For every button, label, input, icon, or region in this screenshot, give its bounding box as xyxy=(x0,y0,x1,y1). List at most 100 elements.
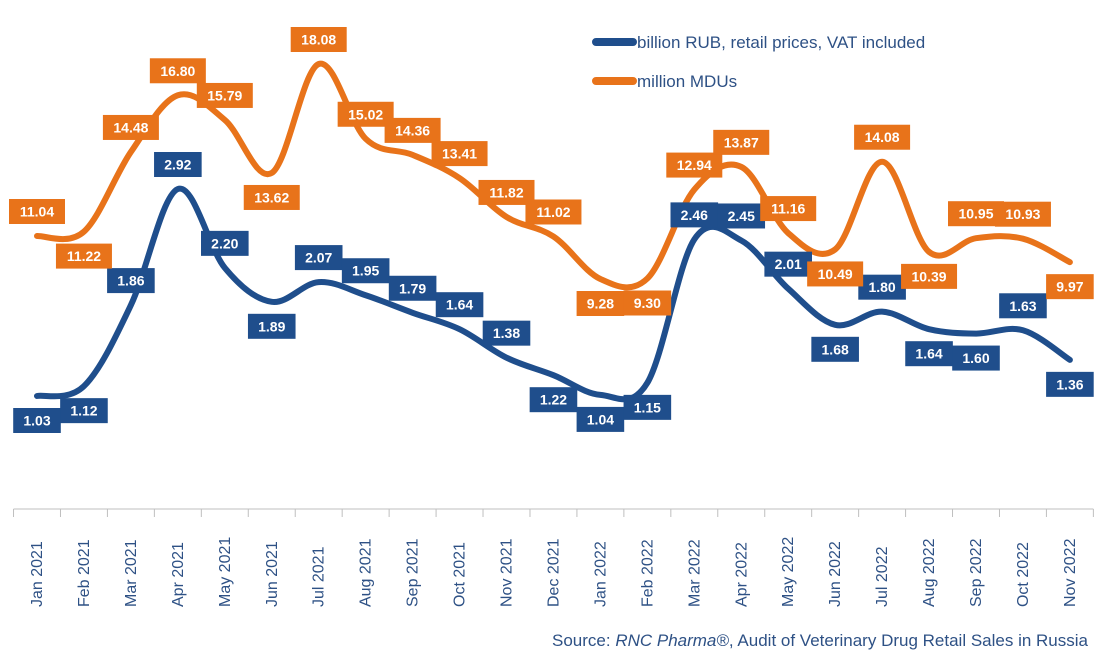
data-label: 11.22 xyxy=(55,243,112,269)
data-label-box xyxy=(811,336,859,362)
data-label-text: 11.82 xyxy=(489,184,523,200)
data-label: 15.02 xyxy=(337,101,394,127)
x-tick-label: Aug 2022 xyxy=(921,538,938,607)
data-label-text: 2.20 xyxy=(211,235,238,251)
data-label-box xyxy=(341,258,390,284)
legend-label: million MDUs xyxy=(637,72,737,91)
data-label: 1.38 xyxy=(482,320,531,346)
data-label: 15.79 xyxy=(196,82,253,108)
data-label: 16.80 xyxy=(149,58,206,84)
legend: billion RUB, retail prices, VAT included… xyxy=(592,33,925,91)
data-label-text: 2.01 xyxy=(775,256,802,272)
data-label-box xyxy=(525,199,582,225)
data-label-box xyxy=(999,293,1047,319)
data-label-box xyxy=(435,292,484,318)
x-tick-label: Aug 2021 xyxy=(358,538,375,607)
data-label: 1.63 xyxy=(999,293,1047,319)
x-axis: Jan 2021 Feb 2021 Mar 2021 Apr 2021 May 2021… xyxy=(13,508,1094,607)
data-label-text: 15.02 xyxy=(348,106,383,122)
data-label: 1.15 xyxy=(623,394,672,420)
data-label: 2.20 xyxy=(201,230,249,256)
data-label-text: 10.95 xyxy=(958,206,993,222)
data-label: 9.28 xyxy=(576,291,625,316)
data-label-text: 13.62 xyxy=(254,189,289,205)
x-tick-label: Sep 2022 xyxy=(968,538,985,607)
data-label: 13.62 xyxy=(243,184,300,210)
data-label-box xyxy=(854,124,911,150)
data-label-box xyxy=(948,201,1004,227)
data-label-text: 2.07 xyxy=(305,250,332,266)
data-label-text: 1.36 xyxy=(1056,376,1083,392)
x-tick-label: Apr 2021 xyxy=(170,542,187,607)
data-label-box xyxy=(764,251,812,277)
data-label-text: 16.80 xyxy=(160,63,195,79)
data-label-text: 11.02 xyxy=(536,204,570,220)
data-label-text: 1.64 xyxy=(915,346,942,362)
data-label: 1.64 xyxy=(435,292,484,318)
data-label-box xyxy=(713,129,770,155)
data-label-text: 10.49 xyxy=(818,266,853,282)
data-label-box xyxy=(9,199,65,224)
data-label-box xyxy=(760,196,817,222)
data-label-box xyxy=(576,406,625,432)
x-tick-label: May 2022 xyxy=(780,537,797,607)
data-label: 1.60 xyxy=(952,345,1000,371)
data-label: 1.12 xyxy=(60,398,108,424)
x-tick-label: Oct 2022 xyxy=(1015,542,1032,607)
data-label-box xyxy=(952,345,1000,371)
data-label-text: 10.39 xyxy=(912,268,947,284)
x-tick-label: Mar 2021 xyxy=(123,539,140,607)
data-label-box xyxy=(1046,274,1094,300)
legend-label: billion RUB, retail prices, VAT included xyxy=(637,33,925,52)
x-tick-label: Jan 2021 xyxy=(29,541,46,607)
data-label-text: 9.97 xyxy=(1056,279,1083,295)
data-label-text: 1.79 xyxy=(399,280,426,296)
data-label-text: 1.95 xyxy=(352,263,379,279)
data-label-box xyxy=(107,268,155,294)
data-label-text: 14.48 xyxy=(113,119,148,135)
data-label: 2.92 xyxy=(154,152,202,177)
source-note: Source: RNC Pharma®, Audit of Veterinary… xyxy=(552,631,1088,651)
x-tick-label: Dec 2021 xyxy=(545,538,562,607)
data-label-text: 1.38 xyxy=(493,325,520,341)
data-label-text: 1.86 xyxy=(117,273,144,289)
data-label: 1.95 xyxy=(341,258,390,284)
data-label: 1.89 xyxy=(247,313,296,339)
data-label-text: 1.60 xyxy=(962,350,989,366)
data-label-text: 9.28 xyxy=(587,296,614,312)
data-label: 11.04 xyxy=(9,199,65,224)
data-label-text: 9.30 xyxy=(634,295,661,311)
x-tick-label: Feb 2021 xyxy=(76,539,93,607)
data-label-text: 2.92 xyxy=(164,157,191,173)
x-tick-label: Jul 2022 xyxy=(874,546,891,607)
x-tick-label: Oct 2021 xyxy=(452,542,469,607)
data-label-text: 1.89 xyxy=(258,318,285,334)
x-tick-label: Feb 2022 xyxy=(639,539,656,607)
data-label-text: 1.63 xyxy=(1009,298,1036,314)
data-label-box xyxy=(431,141,488,167)
x-tick-label: Nov 2022 xyxy=(1062,538,1079,607)
data-label-text: 11.04 xyxy=(20,204,54,220)
data-label: 10.93 xyxy=(994,201,1051,227)
x-tick-label: Nov 2021 xyxy=(499,538,516,607)
data-label-text: 1.03 xyxy=(23,413,50,429)
data-label: 1.03 xyxy=(13,408,61,433)
data-label-box xyxy=(196,82,253,108)
data-label-box xyxy=(901,263,958,289)
data-label-box xyxy=(858,274,906,300)
data-label: 18.08 xyxy=(290,27,347,52)
x-tick-label: Mar 2022 xyxy=(686,539,703,607)
data-label-box xyxy=(294,245,343,271)
data-label-box xyxy=(154,152,202,177)
x-tick-label: May 2021 xyxy=(217,537,234,607)
data-label: 10.39 xyxy=(901,263,958,289)
data-label-box xyxy=(807,261,864,287)
data-label-box xyxy=(13,408,61,433)
data-label: 11.02 xyxy=(525,199,582,225)
data-label: 9.97 xyxy=(1046,274,1094,300)
data-label-text: 2.46 xyxy=(681,207,708,223)
data-label-box xyxy=(337,101,394,127)
data-label-text: 2.45 xyxy=(728,208,755,224)
data-label-box xyxy=(247,313,296,339)
data-label: 2.45 xyxy=(717,203,766,229)
